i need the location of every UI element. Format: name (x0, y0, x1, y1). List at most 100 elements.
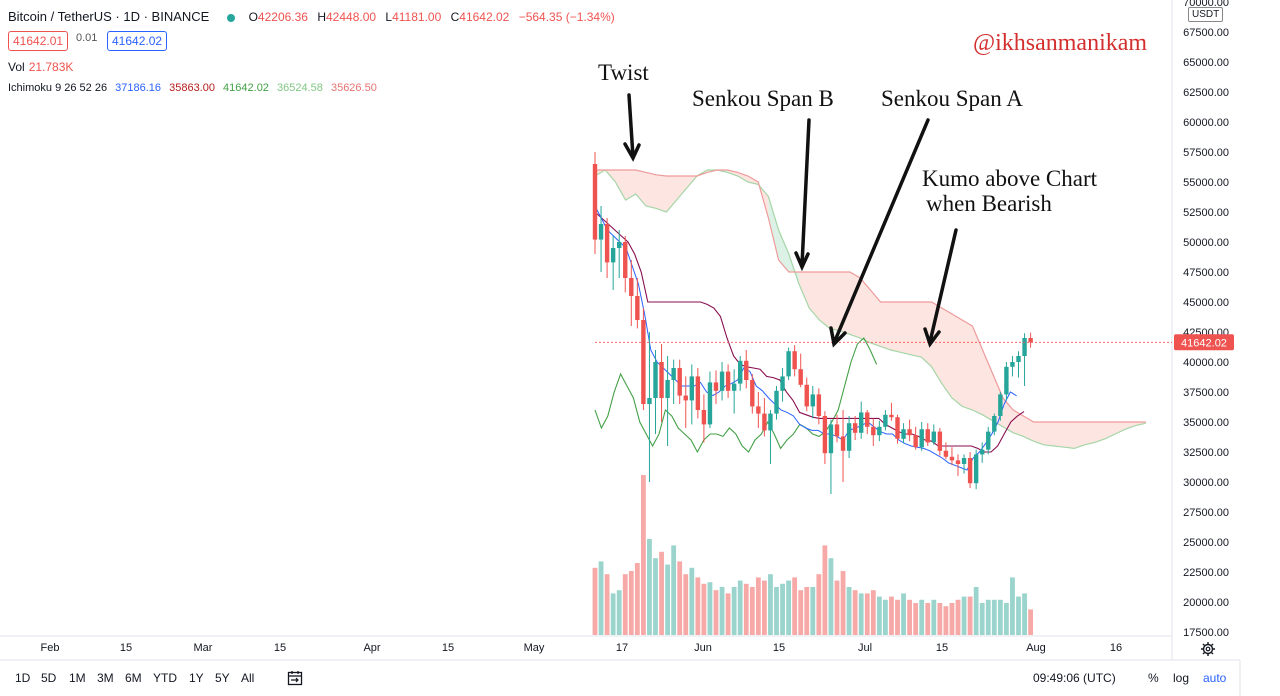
kumo-annotation-line2: when Bearish (926, 191, 1052, 216)
buy-button[interactable]: 41642.02 (107, 31, 168, 51)
volume-bar (749, 587, 755, 635)
candle-body (725, 371, 731, 391)
volume-bar (810, 587, 816, 635)
volume-bar (755, 577, 761, 635)
kumo-arrow-head (923, 327, 941, 348)
price-tick-label: 27500.00 (1183, 507, 1229, 519)
time-tick-label: 15 (936, 642, 948, 654)
candle-body (750, 380, 755, 407)
ichimoku-legend[interactable]: Ichimoku 9 26 52 26 37186.16 35863.00 41… (8, 82, 382, 94)
volume-legend[interactable]: Vol 21.783K (8, 60, 73, 74)
timeframe-3m[interactable]: 3M (97, 671, 114, 685)
timeframe-6m[interactable]: 6M (125, 671, 142, 685)
candle-body (943, 450, 949, 457)
price-axis[interactable]: 70000.00 67500.00 65000.00 62500.00 60000.00… (1183, 0, 1229, 639)
span-b-arrow-head (794, 251, 810, 272)
price-tick-label: 47500.00 (1183, 267, 1229, 279)
volume-bar (683, 574, 689, 635)
clock-display[interactable]: 09:49:06 (UTC) (1033, 671, 1116, 685)
time-axis[interactable]: Feb 15 Mar 15 Apr 15 May 17 Jun 15 Jul 15 Aug 16 (41, 642, 1123, 654)
volume-bar (653, 558, 658, 635)
low-value: 41181.00 (392, 10, 442, 24)
percent-toggle[interactable]: % (1148, 671, 1159, 685)
close-value: 41642.02 (459, 10, 510, 24)
volume-bar (828, 558, 834, 635)
timeframe-1m[interactable]: 1M (69, 671, 86, 685)
symbol-header[interactable]: Bitcoin / TetherUS · 1D · BINANCE O42206… (8, 9, 621, 24)
candle-body (913, 435, 918, 448)
candle-body (931, 431, 936, 443)
symbol-title[interactable]: Bitcoin / TetherUS · 1D · BINANCE (8, 9, 210, 24)
candle-body (925, 429, 930, 443)
span-a-line (594, 169, 1146, 450)
timeframe-1y[interactable]: 1Y (189, 671, 204, 685)
volume-bar (641, 475, 646, 635)
volume-bar (743, 583, 749, 635)
date-range-icon[interactable] (287, 670, 303, 686)
time-tick-label: 15 (773, 642, 785, 654)
time-tick-label: Jun (694, 642, 712, 654)
currency-button[interactable]: USDT (1188, 7, 1224, 22)
volume-bar (864, 593, 870, 635)
candle-body (810, 394, 815, 407)
candle-body (647, 398, 652, 404)
candle-body (780, 376, 785, 391)
candle-body (604, 224, 610, 263)
price-tick-label: 62500.00 (1183, 87, 1229, 99)
candle-body (937, 431, 943, 451)
volume-bar (689, 567, 695, 635)
price-tick-label: 60000.00 (1183, 117, 1229, 129)
candle-body (617, 242, 622, 248)
settings-gear-icon[interactable] (1200, 641, 1216, 657)
candle-body (986, 431, 991, 450)
timeframe-5d[interactable]: 5D (41, 671, 57, 685)
volume-bar (901, 593, 906, 635)
volume-bar (707, 582, 713, 635)
timeframe-all[interactable]: All (241, 671, 255, 685)
volume-bar (665, 564, 670, 635)
volume-bar (628, 571, 634, 635)
auto-toggle[interactable]: auto (1203, 671, 1227, 685)
time-tick-label: 17 (616, 642, 628, 654)
ohlc-values: O42206.36 H42448.00 L41181.00 C41642.02 … (249, 10, 621, 24)
candle-body (834, 424, 840, 437)
twist-arrow-head (623, 142, 641, 162)
candle-body (659, 362, 664, 398)
candle-body (1016, 356, 1021, 362)
candle-body (786, 351, 791, 377)
price-tick-label: 25000.00 (1183, 537, 1229, 549)
annotation-arrows (623, 93, 958, 348)
log-toggle[interactable]: log (1173, 671, 1190, 685)
kijun-value: 35863.00 (169, 82, 215, 94)
change-value: −564.35 (−1.34%) (518, 10, 615, 24)
span-b-value: 35626.50 (330, 82, 377, 94)
price-tick-label: 22500.00 (1183, 567, 1229, 579)
candle-body (707, 382, 713, 425)
volume-bar (622, 574, 628, 635)
volume-bar (701, 583, 707, 635)
timeframe-1d[interactable]: 1D (15, 671, 31, 685)
market-status-icon (226, 13, 235, 22)
price-tick-label: 17500.00 (1183, 627, 1229, 639)
candle-body (955, 460, 961, 464)
cloud-segment (799, 272, 1146, 449)
volume-bar (1010, 577, 1015, 635)
volume-bar (647, 539, 652, 635)
time-tick-label: Jul (858, 642, 872, 654)
volume-bar (991, 599, 997, 635)
timeframe-5y[interactable]: 5Y (215, 671, 230, 685)
volume-bar (955, 599, 961, 635)
sell-button[interactable]: 41642.01 (8, 31, 69, 51)
span-b-line (595, 169, 1146, 423)
volume-bar (792, 577, 798, 635)
volume-bar (731, 587, 737, 635)
price-tick-label: 55000.00 (1183, 177, 1229, 189)
high-value: 42448.00 (326, 10, 377, 24)
volume-bar (592, 567, 598, 635)
timeframe-ytd[interactable]: YTD (153, 671, 177, 685)
price-tick-label: 32500.00 (1183, 447, 1229, 459)
candle-body (592, 164, 598, 240)
time-tick-label: Aug (1026, 642, 1046, 654)
candle-body (1028, 338, 1033, 343)
